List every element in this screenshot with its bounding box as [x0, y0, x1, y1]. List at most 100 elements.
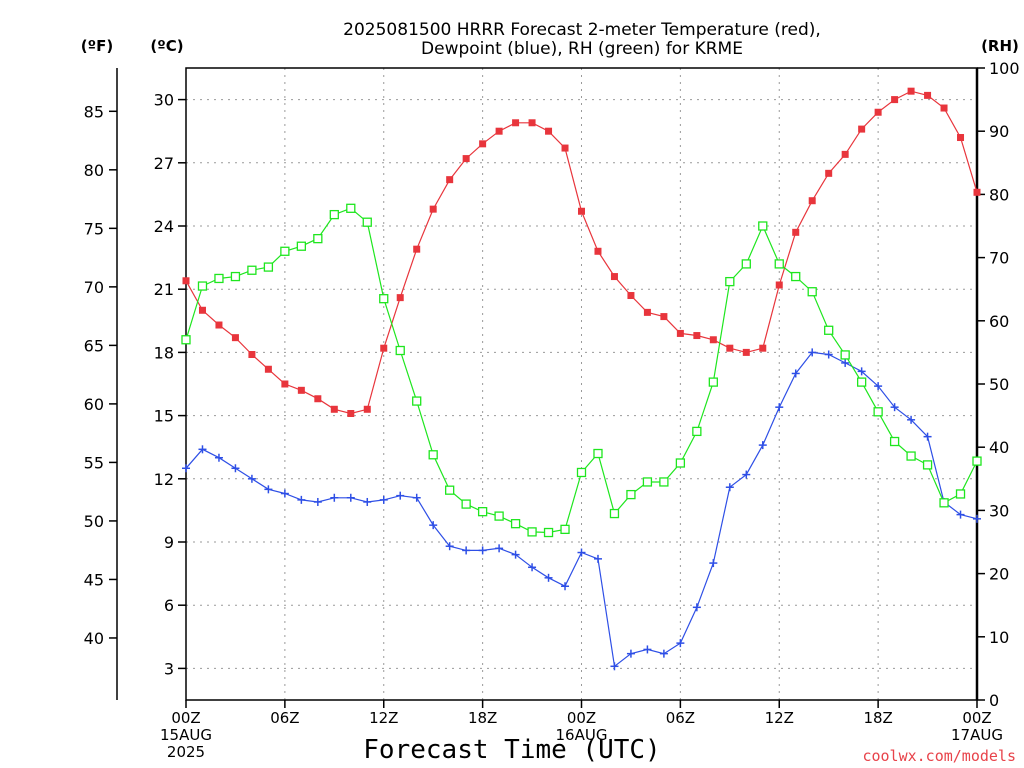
rh-point: [445, 485, 455, 495]
dewpoint-point: [396, 491, 405, 500]
fahrenheit-tick-label: 70: [84, 278, 104, 297]
rh-point: [494, 511, 504, 521]
rh-tick-label: 40: [989, 438, 1009, 457]
dewpoint-point: [725, 483, 734, 492]
dewpoint-point: [264, 485, 273, 494]
dewpoint-point: [956, 510, 965, 519]
celsius-tick-label: 18: [154, 343, 174, 362]
x-tick-label: 00Z: [962, 709, 991, 727]
rh-point: [461, 499, 471, 509]
dewpoint-point: [346, 493, 355, 502]
temperature-point: [891, 96, 899, 104]
temperature-point: [528, 119, 536, 127]
temperature-point: [726, 344, 734, 352]
rh-point: [906, 451, 916, 461]
temperature-point: [825, 169, 833, 177]
fahrenheit-tick-label: 50: [84, 512, 104, 531]
rh-point: [510, 519, 521, 529]
dewpoint-point: [478, 546, 487, 555]
rh-point: [725, 276, 735, 287]
rh-point: [642, 477, 653, 487]
rh-point: [856, 377, 867, 387]
rh-point: [329, 209, 339, 220]
temperature-point: [446, 176, 454, 184]
dewpoint-point: [709, 559, 718, 568]
temperature-point: [693, 332, 701, 340]
rh-point: [543, 527, 554, 538]
rh-tick-label: 30: [989, 501, 1009, 520]
dewpoint-point: [907, 415, 916, 424]
rh-point: [247, 265, 257, 275]
temperature-point: [264, 365, 272, 373]
temperature-point: [297, 386, 305, 394]
series-layer: [181, 87, 982, 671]
rh-point: [197, 281, 208, 291]
temperature-point: [742, 348, 750, 356]
rh-unit-label: (RH): [981, 37, 1019, 55]
rh-point: [708, 377, 718, 387]
temperature-point: [643, 308, 651, 316]
dewpoint-point: [577, 548, 586, 557]
dewpoint-point: [742, 470, 751, 479]
rh-point: [955, 489, 966, 499]
rh-point: [181, 335, 191, 345]
temperature-point: [479, 140, 487, 148]
x-axis-label: Forecast Time (UTC): [363, 735, 660, 765]
x-tick-label: 12Z: [369, 709, 398, 727]
rh-point: [774, 259, 784, 269]
dewpoint-point: [313, 497, 322, 506]
rh-point: [296, 241, 307, 251]
dewpoint-point: [808, 348, 817, 357]
celsius-tick-label: 30: [154, 91, 174, 110]
temperature-point: [759, 344, 767, 352]
dewpoint-point: [379, 495, 388, 504]
rh-point: [807, 287, 817, 297]
x-tick-label: 18Z: [863, 709, 892, 727]
celsius-tick-label: 6: [164, 596, 174, 615]
dewpoint-point: [544, 573, 553, 582]
temperature-point: [314, 395, 322, 403]
x-tick-label: 2025: [167, 743, 205, 761]
temperature-point: [512, 119, 520, 127]
rh-point: [428, 450, 438, 460]
x-tick-label: 16AUG: [556, 726, 608, 744]
celsius-tick-label: 21: [154, 280, 174, 299]
dewpoint-point: [610, 662, 619, 671]
rh-point: [263, 262, 274, 272]
rh-point: [840, 350, 850, 360]
rh-point: [873, 407, 883, 417]
temperature-point: [281, 380, 289, 388]
x-tick-label: 06Z: [270, 709, 299, 727]
rh-point: [659, 477, 669, 487]
dewpoint-point: [495, 544, 504, 553]
temperature-point: [182, 277, 190, 285]
temperature-point: [380, 344, 388, 352]
dewpoint-point: [247, 474, 256, 483]
x-tick-label: 15AUG: [160, 726, 212, 744]
dewpoint-point: [182, 464, 190, 473]
rh-point: [791, 271, 801, 282]
dewpoint-point: [231, 464, 240, 473]
temperature-point: [610, 273, 618, 281]
temperature-point: [231, 334, 239, 342]
dewpoint-point: [511, 550, 520, 559]
temperature-point: [660, 313, 668, 321]
gridlines: [186, 68, 977, 700]
dewpoint-point: [297, 495, 306, 504]
rh-tick-label: 0: [989, 691, 999, 710]
temperature-point: [363, 405, 371, 413]
temperature-point: [808, 197, 816, 205]
temperature-point: [792, 228, 800, 236]
rh-point: [379, 294, 389, 304]
temperature-point: [940, 104, 948, 112]
chart-title-line2: Dewpoint (blue), RH (green) for KRME: [421, 39, 743, 59]
temperature-point: [841, 150, 849, 158]
temperature-point: [858, 125, 866, 133]
celsius-tick-label: 12: [154, 470, 174, 489]
celsius-tick-label: 24: [154, 217, 174, 236]
dewpoint-point: [692, 603, 701, 612]
chart-title-line1: 2025081500 HRRR Forecast 2-meter Tempera…: [343, 20, 821, 40]
fahrenheit-unit-label: (ºF): [81, 37, 113, 55]
dewpoint-point: [659, 649, 668, 658]
